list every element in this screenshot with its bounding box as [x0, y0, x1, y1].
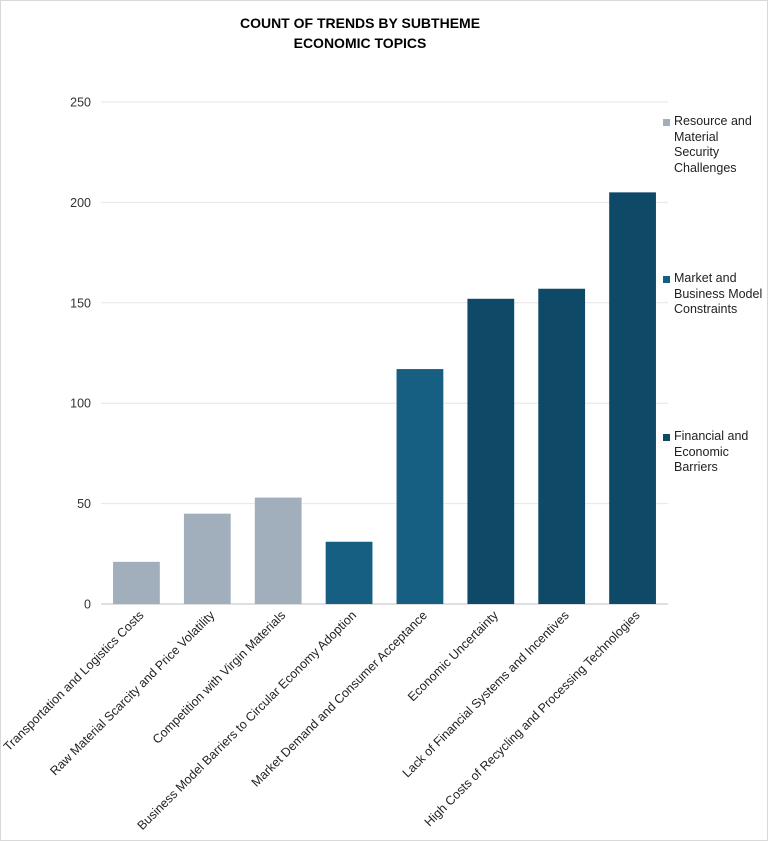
bar-2: [183, 513, 231, 604]
chart-title-line-2: ECONOMIC TOPICS: [293, 35, 427, 51]
legend-label-market-business: Market and Business Model Constraints: [674, 271, 763, 316]
bar-8: [609, 192, 656, 605]
bar-3: [254, 497, 302, 604]
x-tick-label-1: Transportation and Logistics Costs: [1, 608, 147, 754]
y-tick-label-200: 200: [70, 196, 91, 210]
y-tick-label-250: 250: [70, 96, 91, 110]
legend-swatch-financial-economic: [663, 434, 670, 441]
legend-item-market-business: Market and Business Model Constraints: [663, 271, 767, 318]
x-tick-label-3: Competition with Virgin Materials: [150, 608, 288, 746]
chart-title-line-1: COUNT OF TRENDS BY SUBTHEME: [239, 15, 481, 31]
bar-4: [325, 541, 373, 604]
legend-item-resource-material: Resource and Material Security Challenge…: [663, 114, 767, 176]
bar-6: [467, 298, 515, 604]
bar-5: [396, 369, 444, 604]
y-tick-label-50: 50: [77, 497, 91, 511]
legend-swatch-resource-material: [663, 119, 670, 126]
chart-title: COUNT OF TRENDS BY SUBTHEME ECONOMIC TOP…: [1, 13, 719, 53]
bar-7: [538, 288, 586, 604]
y-tick-label-0: 0: [84, 598, 91, 612]
bar-1: [113, 561, 160, 604]
legend-item-financial-economic: Financial and Economic Barriers: [663, 429, 767, 476]
y-tick-label-100: 100: [70, 397, 91, 411]
y-tick-label-150: 150: [70, 296, 91, 310]
legend-swatch-market-business: [663, 276, 670, 283]
legend-label-financial-economic: Financial and Economic Barriers: [674, 429, 749, 474]
legend-label-resource-material: Resource and Material Security Challenge…: [674, 114, 752, 175]
